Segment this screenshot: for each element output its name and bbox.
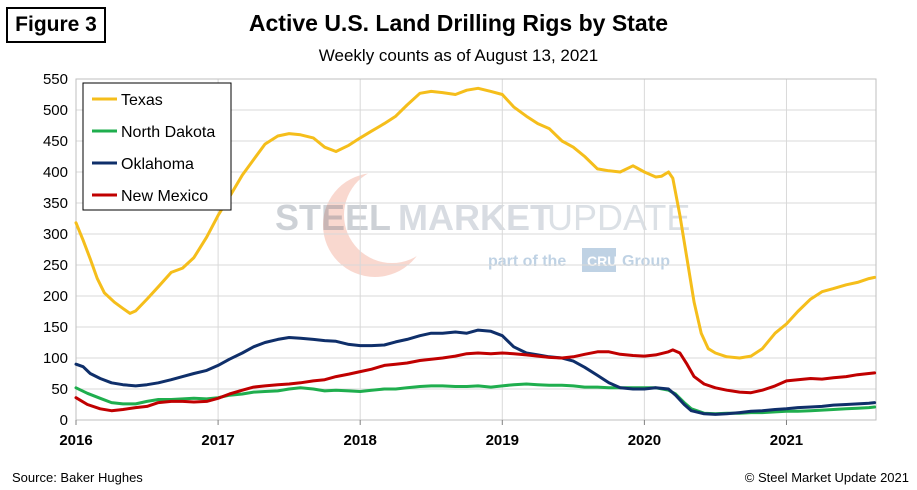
watermark-cru-logo-text: CRU	[587, 253, 617, 269]
series-line-north-dakota	[74, 382, 877, 416]
y-tick-label: 100	[43, 350, 68, 367]
watermark-brand-2: MARKET	[398, 197, 552, 238]
watermark-swoosh-icon	[323, 173, 427, 277]
watermark-text: STEEL MARKET UPDATE part of the CRU Grou…	[275, 197, 690, 272]
watermark-brand-1: STEEL	[275, 197, 391, 238]
chart-title: Active U.S. Land Drilling Rigs by State	[248, 10, 669, 36]
y-tick-label: 350	[43, 195, 68, 212]
legend-label-oklahoma: Oklahoma	[121, 156, 194, 173]
legend-label-texas: Texas	[121, 92, 163, 109]
x-tick-label: 2016	[59, 432, 92, 449]
watermark	[323, 167, 440, 277]
watermark-tagline-suffix: Group	[622, 253, 670, 270]
series-line-texas	[74, 86, 877, 360]
legend-label-north-dakota: North Dakota	[121, 124, 215, 141]
legend-box	[82, 82, 232, 211]
figure-label: Figure 3	[6, 7, 106, 43]
watermark-cru-logo-icon	[582, 248, 616, 272]
x-tick-label: 2019	[486, 432, 519, 449]
series-group	[74, 86, 877, 416]
source-note: Source: Baker Hughes	[12, 470, 143, 485]
y-tick-label: 250	[43, 257, 68, 274]
y-tick-label: 550	[43, 71, 68, 88]
y-tick-label: 200	[43, 288, 68, 305]
watermark-tagline-prefix: part of the	[488, 253, 566, 270]
copyright-note: © Steel Market Update 2021	[744, 470, 909, 485]
x-tick-label: 2021	[770, 432, 803, 449]
y-tick-label: 300	[43, 226, 68, 243]
plot-area	[75, 78, 877, 421]
y-axis: 0 50 100 150 200 250 300 350 400 450 500 550	[43, 71, 68, 429]
watermark-brand-3: UPDATE	[547, 197, 690, 238]
legend: Texas North Dakota Oklahoma New Mexico	[82, 82, 232, 211]
y-tick-label: 150	[43, 319, 68, 336]
y-tick-label: 450	[43, 133, 68, 150]
y-tick-label: 500	[43, 102, 68, 119]
y-tick-label: 400	[43, 164, 68, 181]
series-line-oklahoma	[74, 328, 877, 416]
legend-label-new-mexico: New Mexico	[121, 188, 208, 205]
x-tick-label: 2017	[201, 432, 234, 449]
x-axis: 2016 2017 2018 2019 2020 2021	[59, 420, 803, 449]
y-tick-label: 50	[51, 381, 68, 398]
y-tick-label: 0	[60, 412, 68, 429]
series-line-new-mexico	[74, 348, 877, 413]
x-tick-label: 2018	[344, 432, 377, 449]
x-tick-label: 2020	[628, 432, 661, 449]
chart-subtitle: Weekly counts as of August 13, 2021	[318, 46, 599, 65]
watermark-swoosh-cutout	[344, 167, 440, 263]
